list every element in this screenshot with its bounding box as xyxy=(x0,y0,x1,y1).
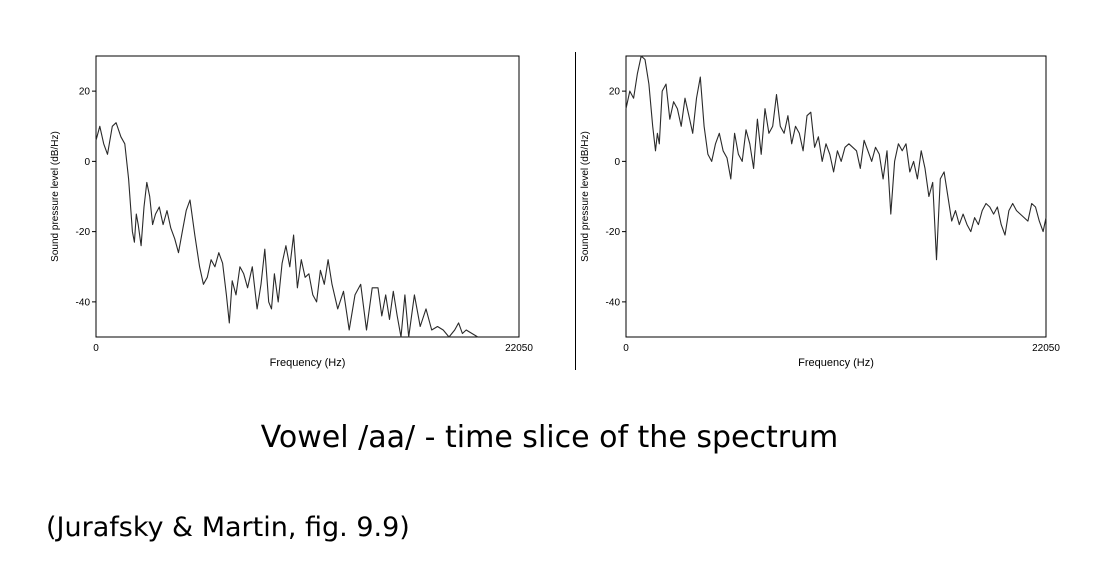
right-spectrum-chart: 20 0 -20 -40 0 22050 Frequency (Hz) Sound p… xyxy=(580,55,1060,369)
y-tick-label: -40 xyxy=(76,297,91,308)
left-spectrum-line xyxy=(95,122,479,338)
right-y-axis-label: Sound pressure level (dB/Hz) xyxy=(580,131,591,262)
right-spectrum-line xyxy=(625,55,1047,261)
left-spectrum-chart: 20 0 -20 -40 0 22050 Frequency (Hz) Sound p… xyxy=(50,55,533,369)
left-x-tick-start: 0 xyxy=(93,343,99,354)
left-x-axis-label: Frequency (Hz) xyxy=(270,357,346,369)
y-tick-label: -40 xyxy=(606,297,621,308)
left-y-ticks: 20 0 -20 -40 xyxy=(76,87,96,308)
slide-title: Vowel /aa/ - time slice of the spectrum xyxy=(260,420,839,455)
y-tick-label: -20 xyxy=(606,227,621,238)
right-y-ticks: 20 0 -20 -40 xyxy=(606,87,626,308)
citation: (Jurafsky & Martin, fig. 9.9) xyxy=(46,512,410,543)
y-tick-label: 20 xyxy=(609,87,621,98)
y-tick-label: 0 xyxy=(614,157,620,168)
y-tick-label: -20 xyxy=(76,227,91,238)
left-y-axis-label: Sound pressure level (dB/Hz) xyxy=(50,131,61,262)
left-plot-frame xyxy=(95,55,520,338)
y-tick-label: 20 xyxy=(79,87,91,98)
panel-divider xyxy=(575,52,576,370)
right-x-tick-start: 0 xyxy=(623,343,629,354)
right-plot-frame xyxy=(625,55,1047,338)
right-x-axis-label: Frequency (Hz) xyxy=(798,357,874,369)
left-x-tick-end: 22050 xyxy=(505,343,533,354)
y-tick-label: 0 xyxy=(84,157,90,168)
right-x-tick-end: 22050 xyxy=(1032,343,1060,354)
